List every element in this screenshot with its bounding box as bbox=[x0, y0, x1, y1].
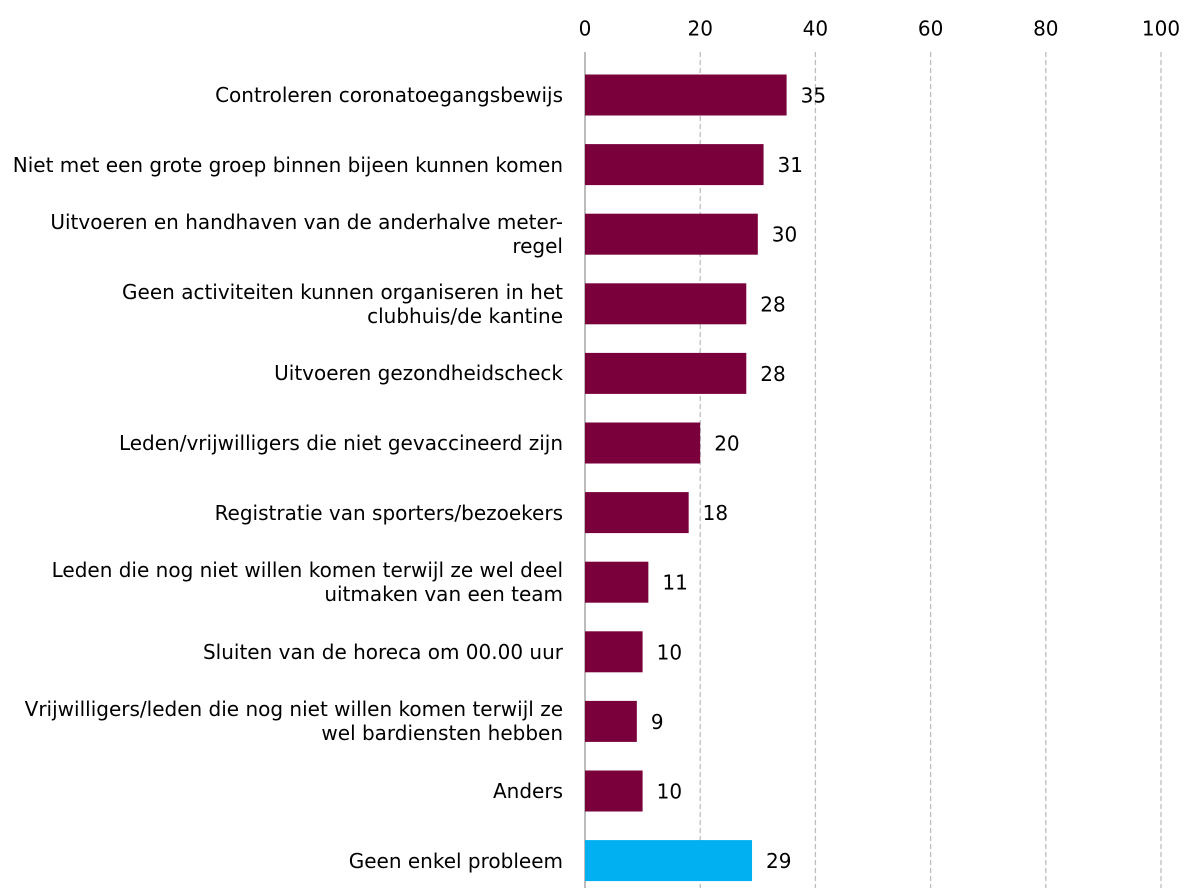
bar bbox=[585, 561, 649, 603]
x-tick-label: 100 bbox=[1142, 17, 1180, 41]
bar bbox=[585, 283, 747, 325]
value-label: 9 bbox=[651, 710, 664, 734]
value-label: 31 bbox=[778, 153, 803, 177]
category-label: Registratie van sporters/bezoekers bbox=[214, 500, 563, 525]
value-label: 28 bbox=[760, 362, 785, 386]
bar bbox=[585, 352, 747, 394]
category-label: Controleren coronatoegangsbewijs bbox=[215, 83, 563, 107]
category-label: Uitvoeren en handhaven van de anderhalve… bbox=[50, 210, 563, 259]
bar bbox=[585, 840, 753, 882]
value-label: 30 bbox=[772, 223, 797, 247]
category-label: Uitvoeren gezondheidscheck bbox=[274, 361, 563, 386]
bar bbox=[585, 144, 764, 186]
value-label: 20 bbox=[714, 432, 739, 456]
x-tick-label: 40 bbox=[803, 17, 828, 41]
value-label: 35 bbox=[801, 84, 826, 108]
value-label: 11 bbox=[662, 571, 687, 595]
x-tick-label: 0 bbox=[579, 17, 592, 41]
category-label: Geen activiteiten kunnen organiseren in … bbox=[122, 279, 563, 328]
bar bbox=[585, 422, 701, 464]
category-label: Anders bbox=[493, 779, 563, 803]
category-label: Niet met een grote groep binnen bijeen k… bbox=[12, 152, 563, 177]
category-label: Sluiten van de horeca om 00.00 uur bbox=[202, 639, 563, 664]
x-tick-label: 60 bbox=[918, 17, 943, 41]
bar bbox=[585, 74, 787, 116]
category-label: Leden die nog niet willen komen terwijl … bbox=[51, 558, 563, 607]
value-label: 29 bbox=[766, 849, 791, 873]
bar bbox=[585, 492, 689, 534]
category-label: Leden/vrijwilligers die niet gevaccineer… bbox=[118, 431, 563, 455]
value-label: 10 bbox=[657, 640, 682, 664]
x-tick-label: 80 bbox=[1033, 17, 1058, 41]
x-tick-label: 20 bbox=[687, 17, 712, 41]
value-label: 18 bbox=[703, 501, 728, 525]
bar bbox=[585, 700, 637, 742]
category-label: Geen enkel probleem bbox=[348, 848, 563, 873]
value-label: 10 bbox=[657, 780, 682, 804]
category-label: Vrijwilligers/leden die nog niet willen … bbox=[24, 697, 563, 746]
bar bbox=[585, 213, 758, 255]
bar bbox=[585, 770, 643, 812]
bar bbox=[585, 631, 643, 673]
value-label: 28 bbox=[760, 292, 785, 316]
